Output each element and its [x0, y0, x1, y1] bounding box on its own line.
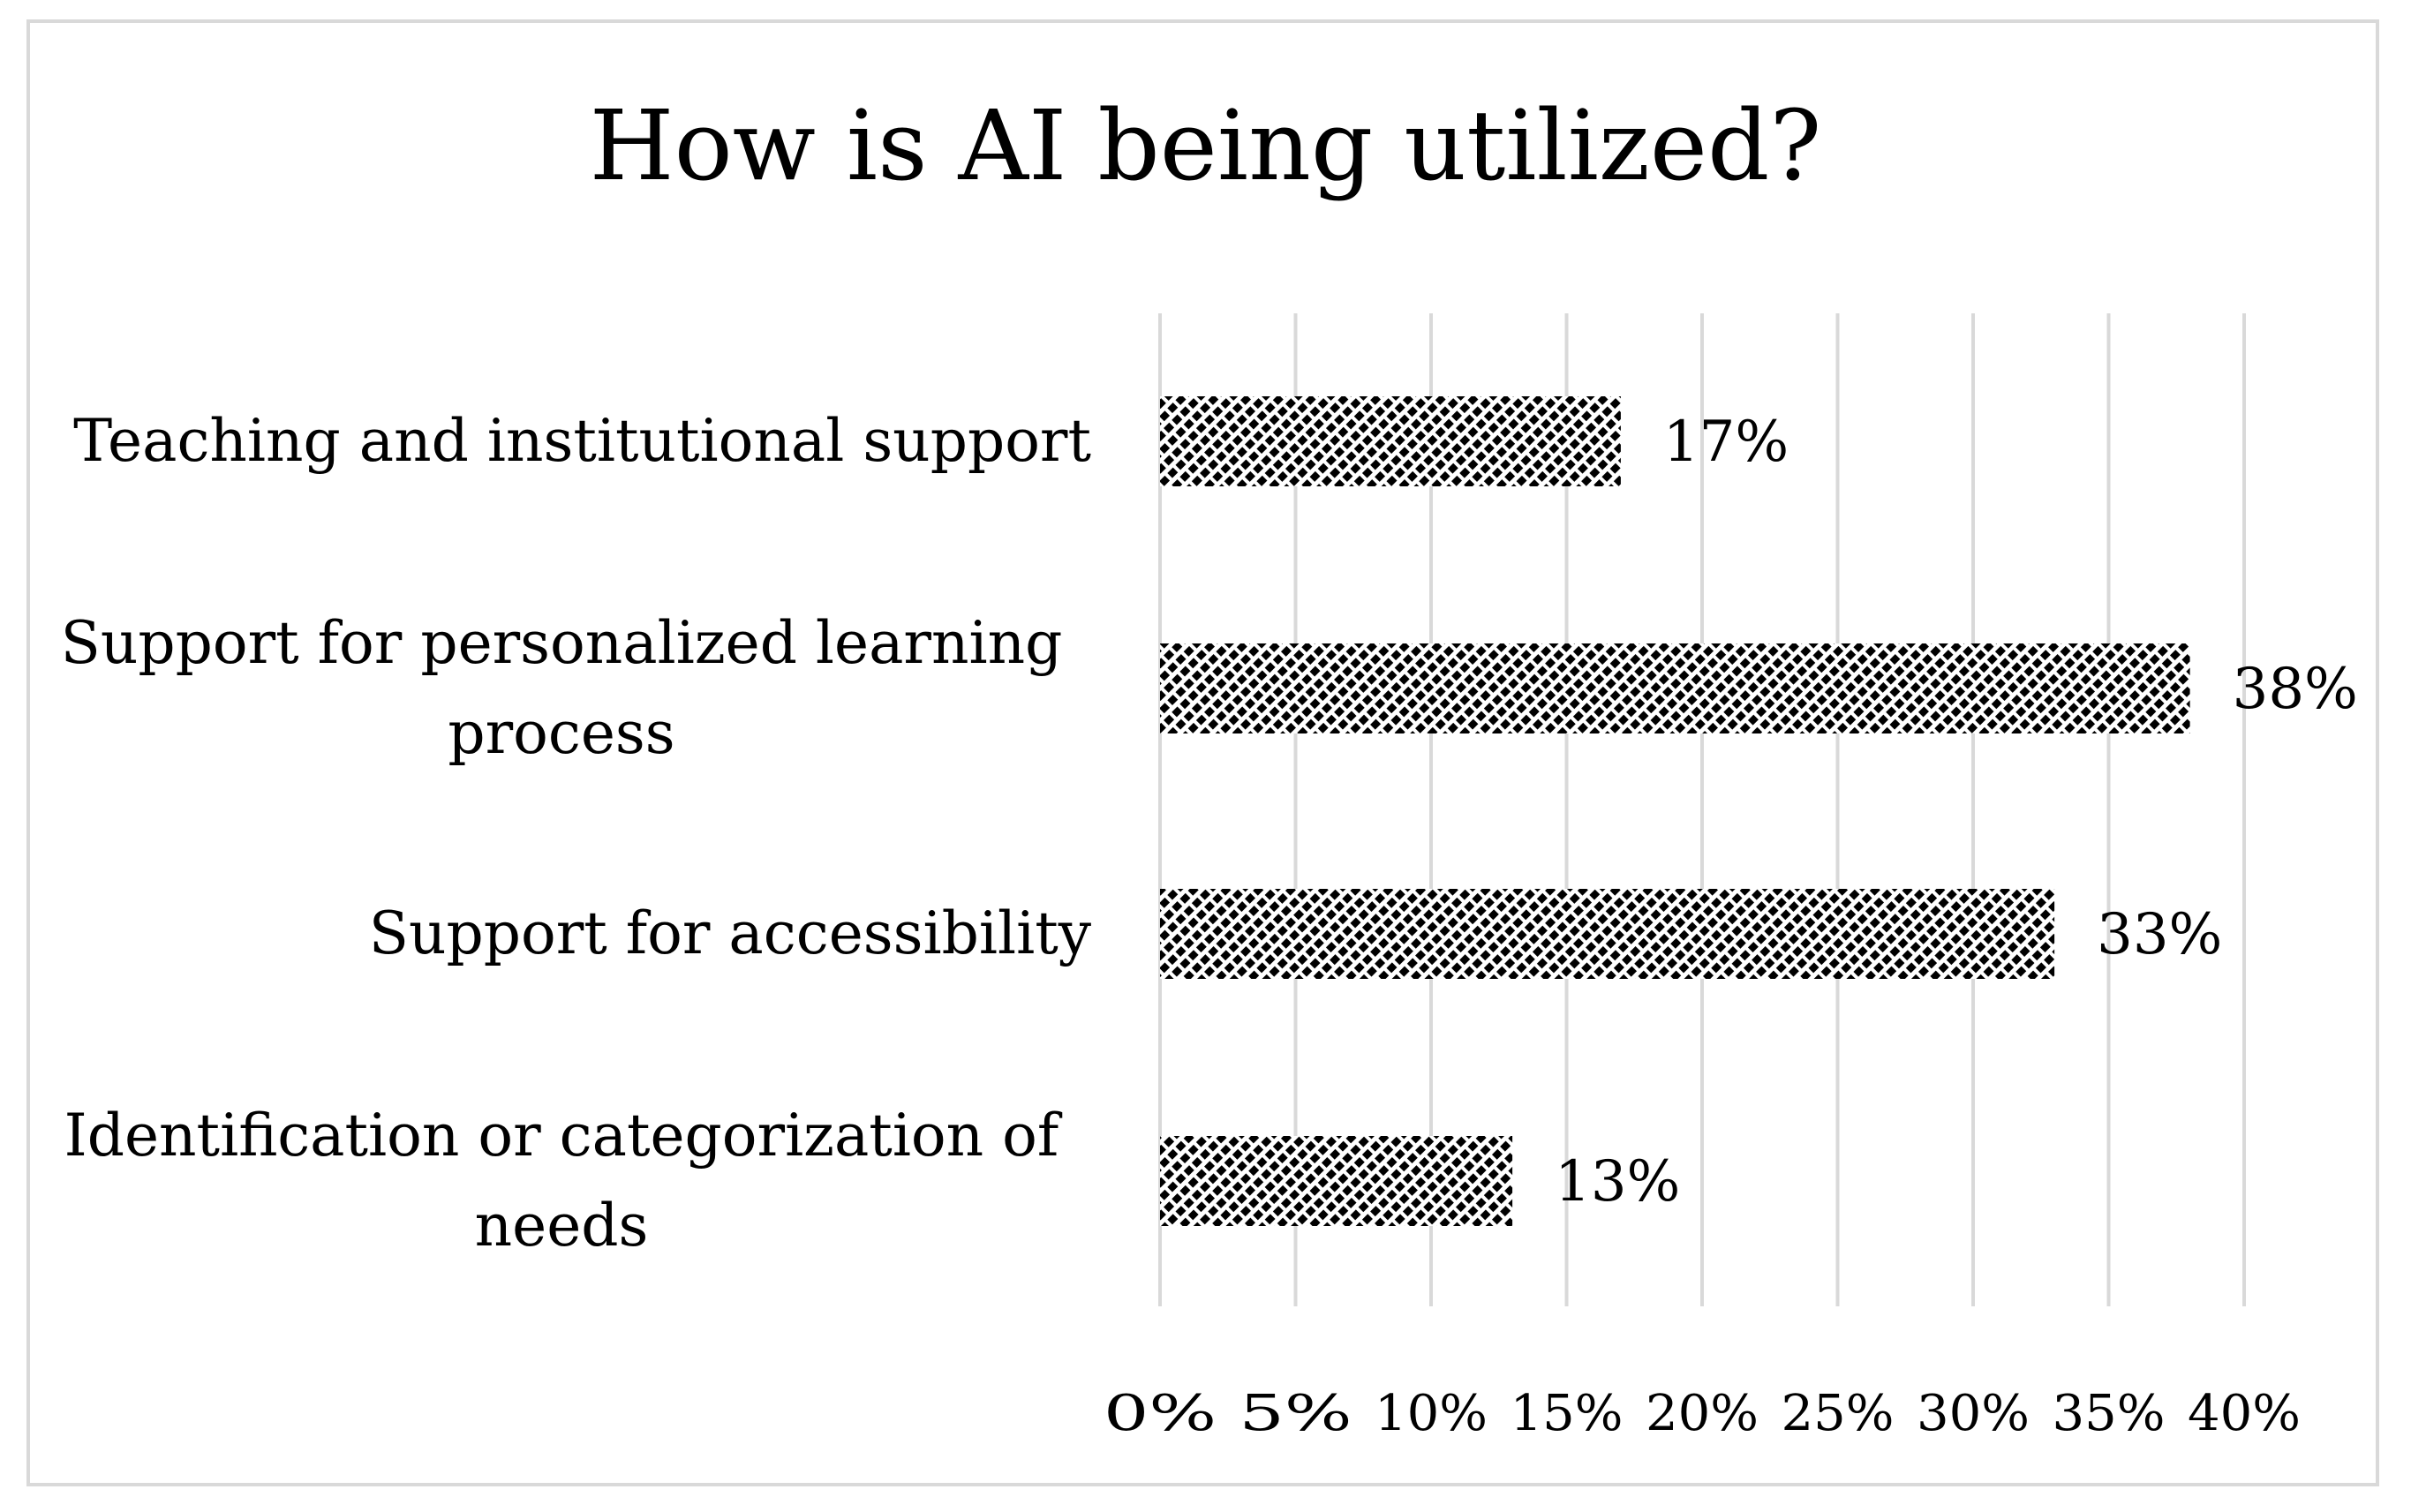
category-label-line: needs [474, 1192, 649, 1260]
bar [1160, 396, 1621, 486]
category-label-line: Support for personalized learning [60, 609, 1063, 677]
data-label: 13% [1555, 1149, 1680, 1215]
x-tick-label: 10% [1375, 1385, 1488, 1442]
x-tick-label: 20% [1646, 1385, 1759, 1442]
x-tick-label: 25% [1782, 1385, 1895, 1442]
bar [1160, 1136, 1513, 1226]
bar [1160, 643, 2190, 733]
x-tick-label: 15% [1511, 1385, 1624, 1442]
category-label: Support for personalized learning process [32, 598, 1091, 779]
category-label: Teaching and institutional support [32, 396, 1091, 486]
category-label-line: process [448, 699, 675, 767]
category-label: Identification or categorization of needs [32, 1091, 1091, 1271]
data-labels: 17% 38% 33% 13% [1555, 410, 2358, 1215]
category-label-line: Teaching and institutional support [73, 407, 1091, 475]
bar [1160, 889, 2055, 979]
data-label: 17% [1663, 410, 1789, 475]
x-tick-label: 5% [1239, 1385, 1352, 1442]
bars [1160, 396, 2190, 1226]
x-tick-label: 0% [1104, 1385, 1217, 1442]
chart-frame [26, 19, 2379, 1486]
category-label: Support for accessibility [32, 889, 1091, 979]
x-tick-label: 35% [2053, 1385, 2166, 1442]
x-axis-tick-labels: 0% 5% 10% 15% 20% 25% 30% 35% 40% [1104, 1385, 2301, 1442]
chart-title: How is AI being utilized? [589, 89, 1822, 202]
category-label-line: Support for accessibility [368, 899, 1091, 967]
x-tick-label: 40% [2188, 1385, 2301, 1442]
data-label: 38% [2233, 657, 2358, 722]
category-label-line: Identification or categorization of [64, 1102, 1059, 1170]
x-tick-label: 30% [1917, 1385, 2030, 1442]
data-label: 33% [2097, 902, 2222, 967]
